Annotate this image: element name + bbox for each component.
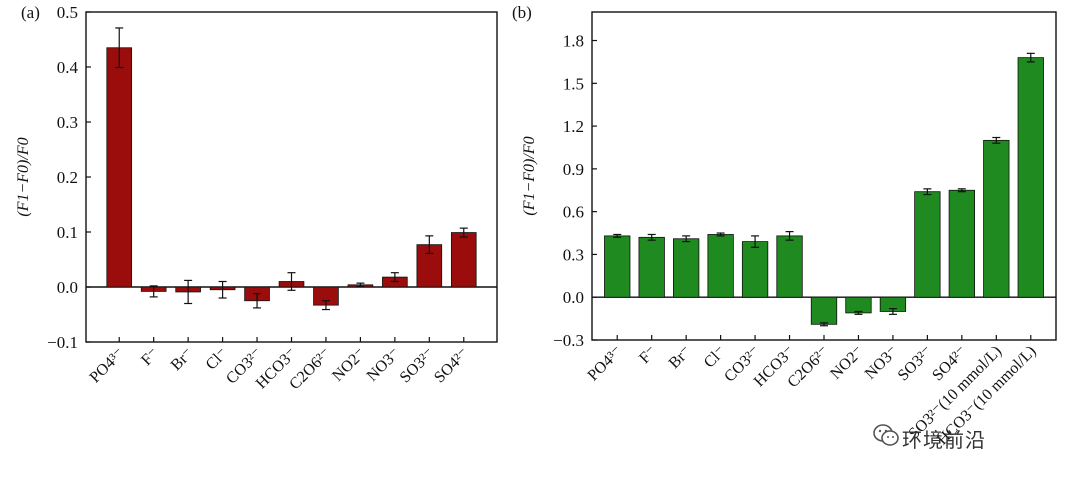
bar [673, 238, 700, 298]
x-tick-label: NO3⁻ [862, 343, 902, 383]
y-tick-label: 0.0 [57, 278, 78, 297]
bar [845, 296, 872, 314]
x-tick-label: SO3²⁻ [397, 345, 439, 387]
bar [948, 189, 975, 298]
plot-frame [85, 11, 498, 343]
y-tick-label: 0.4 [57, 58, 79, 77]
y-axis-label: (F1−F0)/F0 [15, 137, 32, 216]
y-tick-label: 0.3 [57, 113, 78, 132]
bar [776, 235, 803, 298]
y-tick-label: 0.0 [563, 288, 584, 307]
x-tick-label: Br⁻ [666, 343, 695, 372]
panel-label: (a) [21, 3, 40, 22]
y-tick-label: 1.2 [563, 117, 584, 136]
y-tick-label: 0.5 [57, 3, 78, 22]
x-tick-label: PO4³⁻ [585, 343, 627, 385]
y-tick-label: 0.6 [563, 203, 584, 222]
x-tick-label: SO3²⁻ [895, 343, 937, 385]
x-tick-label: SO4²⁻ [431, 345, 473, 387]
y-axis-label: (F1−F0)/F0 [521, 136, 538, 215]
panel-label: (b) [512, 3, 532, 22]
y-tick-label: 1.5 [563, 74, 584, 93]
y-tick-label: 0.1 [57, 223, 78, 242]
x-tick-label: F⁻ [138, 345, 162, 369]
bar [604, 235, 631, 298]
bar [1017, 57, 1044, 298]
x-tick-label: NO2⁻ [329, 345, 369, 385]
x-tick-label: Br⁻ [168, 345, 197, 374]
x-tick-label: Cl⁻ [203, 345, 232, 374]
bar [983, 139, 1010, 298]
bar [106, 47, 133, 288]
bar [741, 241, 769, 298]
bar [914, 191, 941, 298]
bar [810, 296, 838, 325]
y-tick-label: 0.2 [57, 168, 78, 187]
x-tick-label: PO4³⁻ [87, 345, 129, 387]
x-tick-label: NO3⁻ [364, 345, 404, 385]
wechat-icon [873, 424, 899, 446]
y-tick-label: −0.1 [47, 333, 78, 352]
y-tick-label: −0.3 [553, 331, 584, 350]
y-tick-label: 0.9 [563, 160, 584, 179]
x-tick-label: Cl⁻ [701, 343, 730, 372]
bar [638, 236, 665, 298]
watermark-text: 环境前沿 [902, 428, 986, 452]
y-tick-label: 1.8 [563, 32, 584, 51]
x-tick-label: NO2⁻ [827, 343, 867, 383]
bar [450, 232, 477, 288]
bar [707, 234, 734, 298]
x-tick-label: F⁻ [636, 343, 660, 367]
y-tick-label: 0.3 [563, 245, 584, 264]
